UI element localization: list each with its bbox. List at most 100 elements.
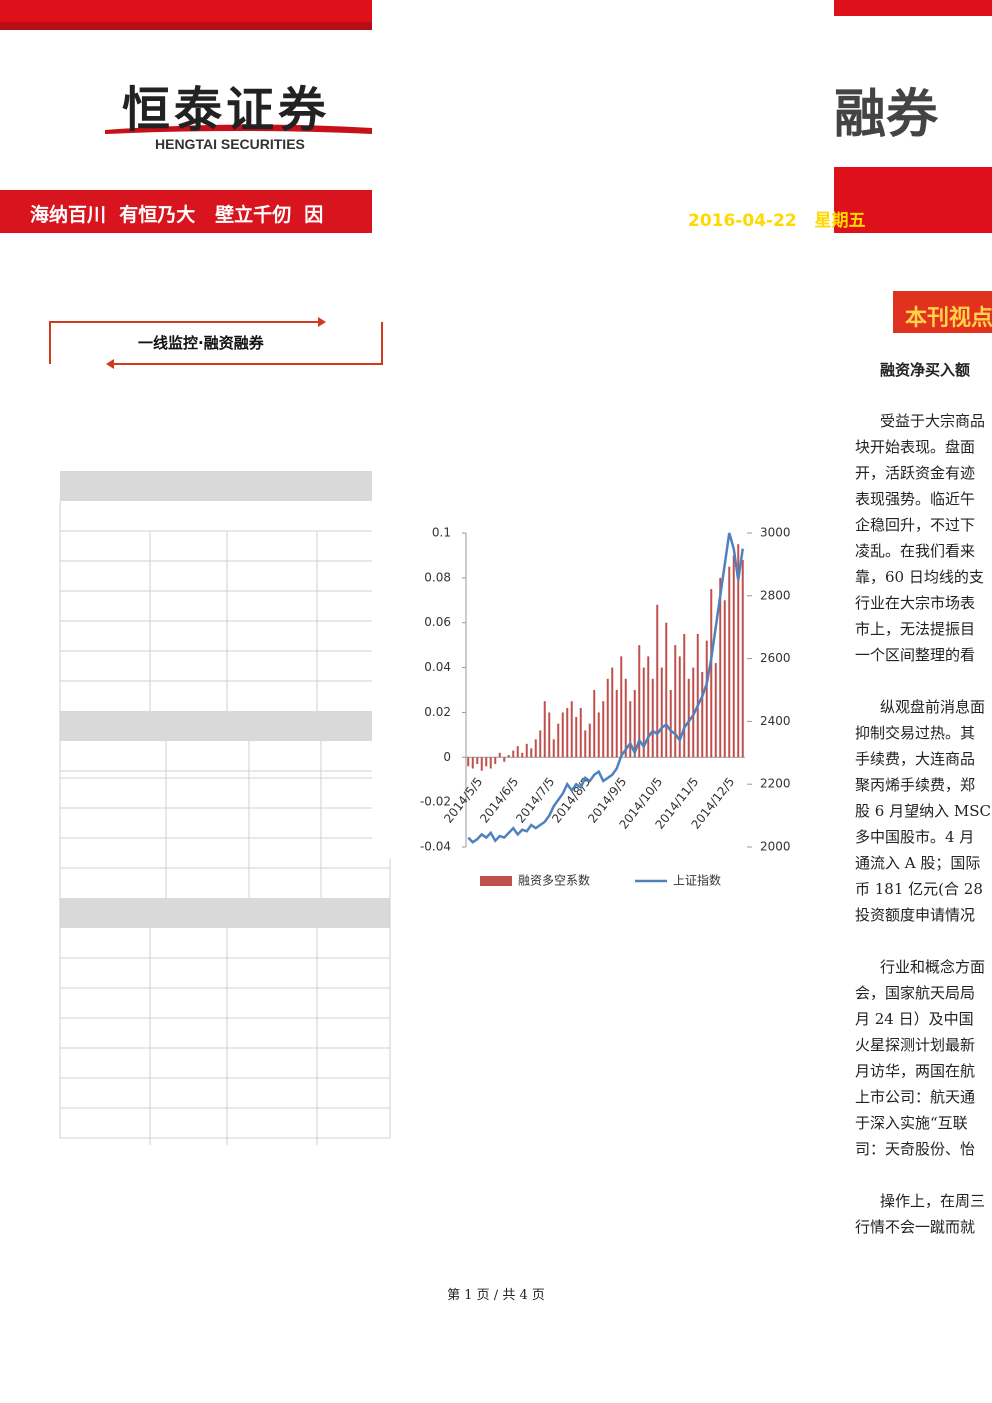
text-line: 于深入实施“互联 bbox=[855, 1114, 968, 1132]
y2-tick-label: 2000 bbox=[760, 840, 791, 854]
text-line: 火星探测计划最新 bbox=[855, 1036, 976, 1054]
bar bbox=[629, 701, 632, 758]
y2-tick-label: 2200 bbox=[760, 777, 791, 791]
bar bbox=[728, 566, 731, 758]
text-line: 受益于大宗商品 bbox=[880, 412, 986, 430]
line bbox=[467, 532, 744, 844]
text-line: 块开始表现。盘面 bbox=[855, 438, 976, 456]
viewpoint-title: 本刊视点 bbox=[905, 306, 992, 331]
text-line: 月 24 日）及中国 bbox=[855, 1010, 974, 1028]
bar bbox=[701, 672, 704, 758]
bar bbox=[678, 656, 681, 758]
text-line: 操作上，在周三 bbox=[880, 1192, 986, 1210]
bar bbox=[467, 757, 470, 767]
bar bbox=[507, 755, 510, 758]
bar bbox=[660, 667, 663, 758]
bar bbox=[539, 730, 542, 758]
legend-swatch bbox=[480, 876, 512, 886]
bar bbox=[489, 757, 492, 769]
bar bbox=[530, 748, 533, 758]
y2-tick-label: 2400 bbox=[760, 714, 791, 728]
date: 2016-04-22 星期五 bbox=[688, 206, 866, 231]
y2-tick-label: 2800 bbox=[760, 588, 791, 602]
bar bbox=[498, 752, 501, 758]
bar bbox=[579, 707, 582, 758]
bar bbox=[714, 663, 717, 758]
bar bbox=[557, 723, 560, 758]
text-line: 开，活跃资金有迹 bbox=[855, 464, 976, 482]
y2-tick-label: 2600 bbox=[760, 651, 791, 665]
footer: 第 1 页 / 共 4 页 bbox=[447, 1288, 545, 1303]
slogan: 海纳百川 有恒乃大 壁立千仞 因 bbox=[30, 204, 324, 226]
bar bbox=[476, 757, 479, 765]
text-line: 上市公司：航天通 bbox=[855, 1088, 976, 1106]
y-tick-label: -0.02 bbox=[420, 795, 451, 809]
bar bbox=[606, 678, 609, 758]
bar bbox=[741, 559, 744, 758]
y-tick-label: 0.08 bbox=[424, 570, 451, 584]
bar bbox=[494, 757, 497, 765]
bar bbox=[633, 690, 636, 758]
bar bbox=[683, 633, 686, 758]
bar bbox=[732, 555, 735, 758]
bar bbox=[503, 757, 506, 762]
bar bbox=[516, 746, 519, 758]
text-line: 会，国家航天局局 bbox=[855, 984, 976, 1002]
logo-en: HENGTAI SECURITIES bbox=[155, 136, 305, 152]
text-line: 纵观盘前消息面 bbox=[880, 698, 986, 716]
y2-tick-label: 3000 bbox=[760, 526, 791, 540]
viewpoint-headline: 融资净买入额 bbox=[880, 361, 971, 379]
header-graphics bbox=[0, 0, 992, 369]
text-line: 多中国股市。4 月 bbox=[855, 828, 975, 846]
bar bbox=[642, 667, 645, 758]
bar bbox=[710, 589, 713, 758]
text-line: 投资额度申请情况 bbox=[855, 906, 976, 924]
text-line: 抑制交易过热。其 bbox=[855, 724, 976, 742]
date-text: 2016-04-22 bbox=[688, 211, 797, 231]
text-line: 市上，无法提振目 bbox=[855, 620, 976, 638]
text-line: 股 6 月望纳入 MSC bbox=[855, 802, 991, 820]
weekday: 星期五 bbox=[814, 211, 866, 231]
bar bbox=[561, 712, 564, 758]
legend-label: 融资多空系数 bbox=[518, 873, 590, 888]
bar bbox=[705, 640, 708, 758]
bar bbox=[651, 678, 654, 758]
bar bbox=[615, 690, 618, 758]
bar bbox=[647, 656, 650, 758]
text-line: 聚丙烯手续费，郑 bbox=[855, 776, 976, 794]
bar bbox=[480, 757, 483, 771]
text-line: 一个区间整理的看 bbox=[855, 646, 976, 664]
bar bbox=[723, 600, 726, 758]
bar bbox=[584, 730, 587, 758]
y-tick-label: 0.06 bbox=[424, 615, 451, 629]
bar bbox=[597, 712, 600, 758]
text-line: 靠，60 日均线的支 bbox=[855, 568, 984, 586]
bar bbox=[638, 645, 641, 758]
bar bbox=[669, 690, 672, 758]
bar bbox=[620, 656, 623, 758]
bar bbox=[521, 752, 524, 758]
bar bbox=[548, 712, 551, 758]
text-line: 币 181 亿元(合 28 bbox=[855, 880, 983, 898]
y-tick-label: 0.02 bbox=[424, 705, 451, 719]
y-tick-label: -0.04 bbox=[420, 840, 451, 854]
bar bbox=[674, 645, 677, 758]
text-line: 手续费，大连商品 bbox=[855, 750, 976, 768]
bar bbox=[525, 743, 528, 758]
bar bbox=[737, 544, 740, 758]
bar bbox=[543, 701, 546, 758]
text-line: 凌乱。在我们看来 bbox=[855, 542, 976, 560]
y-tick-label: 0 bbox=[443, 750, 451, 764]
bar bbox=[485, 757, 488, 767]
text-line: 月访华，两国在航 bbox=[855, 1062, 976, 1080]
y-tick-label: 0.04 bbox=[424, 660, 451, 674]
bar bbox=[552, 739, 555, 758]
viewpoint-column: 融资净买入额 受益于大宗商品 块开始表现。盘面 开，活跃资金有迹 表现强势。临近午 企稳… bbox=[855, 355, 992, 1255]
chart: -0.04 -0.02 0 0.02 0.04 0.06 0.08 0.1 2000 2200 24… bbox=[420, 526, 791, 888]
text-line: 企稳回升，不过下 bbox=[855, 516, 976, 534]
bar bbox=[566, 707, 569, 758]
bar bbox=[665, 622, 668, 758]
viewpoint-title-box: 本刊视点 bbox=[893, 291, 992, 333]
logo: 恒泰证券 bbox=[122, 82, 331, 138]
